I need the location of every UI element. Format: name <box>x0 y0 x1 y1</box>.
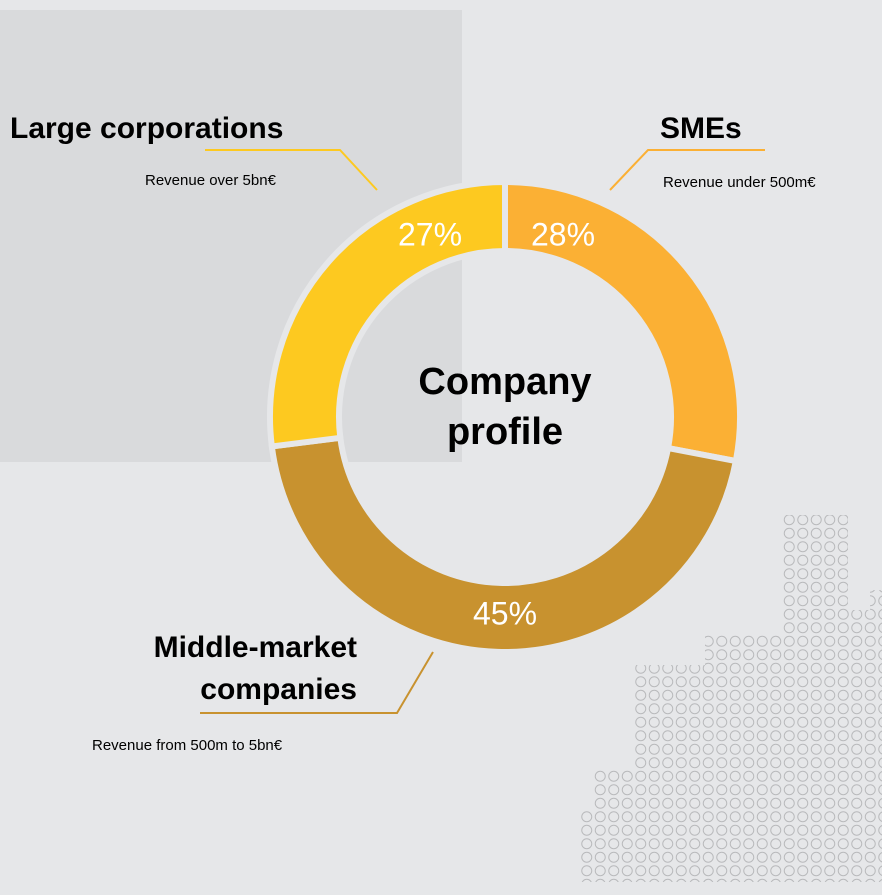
category-label: SMEs <box>660 112 742 145</box>
leader-line <box>205 149 378 191</box>
value-label: 45% <box>473 595 537 631</box>
dot-pattern <box>580 515 882 882</box>
donut-segment <box>267 178 508 450</box>
leader-line <box>609 149 765 191</box>
category-label: Middle-market companies <box>153 631 357 706</box>
center-label: Company profile <box>418 361 592 453</box>
value-label: 27% <box>398 216 462 252</box>
category-description: Revenue under 500m€ <box>663 174 816 191</box>
donut-segment <box>268 434 740 655</box>
category-label: Large corporations <box>10 112 284 145</box>
donut-segment <box>502 178 743 465</box>
leader-line <box>200 651 434 714</box>
category-description: Revenue over 5bn€ <box>145 172 276 189</box>
value-label: 28% <box>531 216 595 252</box>
category-description: Revenue from 500m to 5bn€ <box>92 737 283 754</box>
